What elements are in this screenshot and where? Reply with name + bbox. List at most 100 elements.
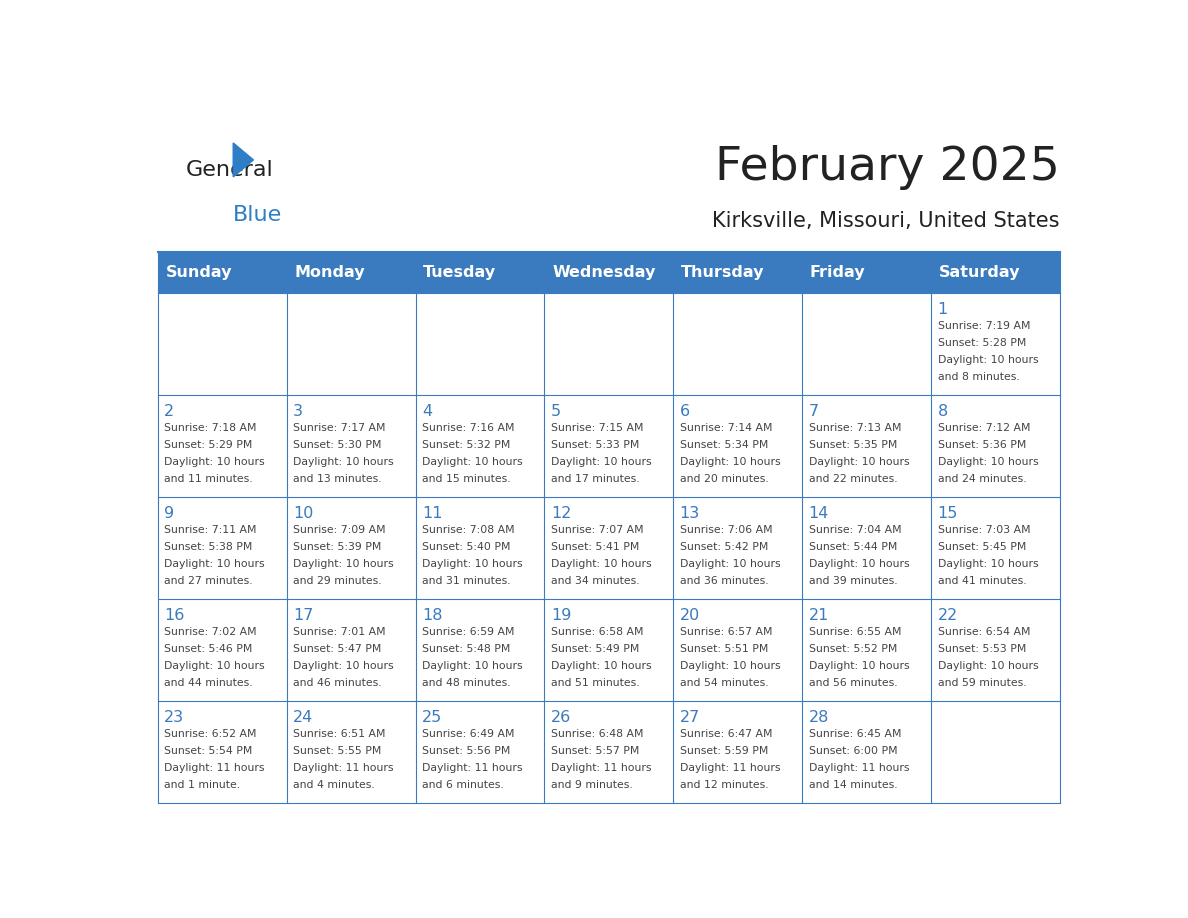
Text: 4: 4 [422,404,432,419]
Text: 24: 24 [293,710,314,725]
Text: Thursday: Thursday [681,264,765,279]
Text: Sunset: 5:35 PM: Sunset: 5:35 PM [809,440,897,450]
Text: Sunset: 5:34 PM: Sunset: 5:34 PM [680,440,769,450]
Text: and 41 minutes.: and 41 minutes. [937,576,1026,586]
Text: and 4 minutes.: and 4 minutes. [293,780,374,789]
Text: Sunrise: 6:45 AM: Sunrise: 6:45 AM [809,730,902,739]
Bar [674,252,802,293]
Text: Daylight: 10 hours: Daylight: 10 hours [937,354,1038,364]
Text: 19: 19 [551,608,571,623]
Text: Sunrise: 7:03 AM: Sunrise: 7:03 AM [937,525,1030,535]
Text: 3: 3 [293,404,303,419]
Text: Daylight: 11 hours: Daylight: 11 hours [164,763,265,773]
Text: Sunrise: 6:54 AM: Sunrise: 6:54 AM [937,627,1030,637]
Text: and 51 minutes.: and 51 minutes. [551,677,639,688]
Text: Daylight: 11 hours: Daylight: 11 hours [293,763,393,773]
Text: Sunset: 5:48 PM: Sunset: 5:48 PM [422,644,511,655]
Text: Sunrise: 6:59 AM: Sunrise: 6:59 AM [422,627,514,637]
Text: and 15 minutes.: and 15 minutes. [422,474,511,484]
Text: and 54 minutes.: and 54 minutes. [680,677,769,688]
Bar [931,252,1060,293]
Text: Daylight: 10 hours: Daylight: 10 hours [551,457,651,467]
Text: 2: 2 [164,404,175,419]
Text: Sunrise: 7:08 AM: Sunrise: 7:08 AM [422,525,514,535]
Text: Sunset: 5:56 PM: Sunset: 5:56 PM [422,746,511,756]
Text: Daylight: 10 hours: Daylight: 10 hours [809,661,909,671]
Text: Daylight: 10 hours: Daylight: 10 hours [164,661,265,671]
Text: Sunrise: 6:52 AM: Sunrise: 6:52 AM [164,730,257,739]
Text: Daylight: 11 hours: Daylight: 11 hours [422,763,523,773]
Text: Daylight: 10 hours: Daylight: 10 hours [164,559,265,569]
Text: 22: 22 [937,608,958,623]
Text: Sunrise: 7:04 AM: Sunrise: 7:04 AM [809,525,902,535]
Text: and 14 minutes.: and 14 minutes. [809,780,897,789]
Text: Sunrise: 7:07 AM: Sunrise: 7:07 AM [551,525,644,535]
Text: Sunrise: 6:51 AM: Sunrise: 6:51 AM [293,730,386,739]
Text: Daylight: 11 hours: Daylight: 11 hours [551,763,651,773]
Text: and 17 minutes.: and 17 minutes. [551,474,639,484]
Text: Daylight: 10 hours: Daylight: 10 hours [293,457,393,467]
Text: Sunday: Sunday [165,264,232,279]
Text: Sunrise: 7:18 AM: Sunrise: 7:18 AM [164,423,257,433]
Text: February 2025: February 2025 [715,145,1060,190]
Text: 27: 27 [680,710,700,725]
Text: Sunrise: 6:58 AM: Sunrise: 6:58 AM [551,627,644,637]
Text: 17: 17 [293,608,314,623]
Text: 1: 1 [937,302,948,317]
Text: and 27 minutes.: and 27 minutes. [164,576,253,586]
Text: Daylight: 10 hours: Daylight: 10 hours [680,457,781,467]
Text: Daylight: 10 hours: Daylight: 10 hours [164,457,265,467]
Text: Sunset: 5:51 PM: Sunset: 5:51 PM [680,644,769,655]
Text: Daylight: 10 hours: Daylight: 10 hours [937,457,1038,467]
Text: Daylight: 10 hours: Daylight: 10 hours [680,559,781,569]
Text: Sunset: 5:55 PM: Sunset: 5:55 PM [293,746,381,756]
Text: Sunrise: 7:15 AM: Sunrise: 7:15 AM [551,423,644,433]
Text: Sunrise: 6:47 AM: Sunrise: 6:47 AM [680,730,772,739]
Text: Sunrise: 7:01 AM: Sunrise: 7:01 AM [293,627,386,637]
Text: 26: 26 [551,710,571,725]
Text: Blue: Blue [233,206,283,226]
Text: Sunset: 6:00 PM: Sunset: 6:00 PM [809,746,897,756]
Text: Sunset: 5:57 PM: Sunset: 5:57 PM [551,746,639,756]
Text: 13: 13 [680,506,700,521]
Text: 28: 28 [809,710,829,725]
Text: and 13 minutes.: and 13 minutes. [293,474,381,484]
Text: Friday: Friday [810,264,866,279]
Bar [158,252,286,293]
Text: Sunset: 5:47 PM: Sunset: 5:47 PM [293,644,381,655]
Text: Kirksville, Missouri, United States: Kirksville, Missouri, United States [713,211,1060,231]
Text: Sunset: 5:44 PM: Sunset: 5:44 PM [809,543,897,552]
Text: and 8 minutes.: and 8 minutes. [937,372,1019,382]
Text: Daylight: 10 hours: Daylight: 10 hours [422,661,523,671]
Text: Monday: Monday [295,264,365,279]
Text: Sunrise: 6:55 AM: Sunrise: 6:55 AM [809,627,902,637]
Text: Sunset: 5:38 PM: Sunset: 5:38 PM [164,543,253,552]
Text: Daylight: 10 hours: Daylight: 10 hours [551,661,651,671]
Text: and 48 minutes.: and 48 minutes. [422,677,511,688]
Text: 11: 11 [422,506,442,521]
Text: Daylight: 10 hours: Daylight: 10 hours [937,559,1038,569]
Text: Sunrise: 7:11 AM: Sunrise: 7:11 AM [164,525,257,535]
Text: Sunset: 5:36 PM: Sunset: 5:36 PM [937,440,1026,450]
Text: Saturday: Saturday [939,264,1020,279]
Text: Sunset: 5:30 PM: Sunset: 5:30 PM [293,440,381,450]
Text: Sunset: 5:52 PM: Sunset: 5:52 PM [809,644,897,655]
Text: Sunset: 5:59 PM: Sunset: 5:59 PM [680,746,769,756]
Text: 7: 7 [809,404,819,419]
Text: and 46 minutes.: and 46 minutes. [293,677,381,688]
Polygon shape [233,143,253,177]
Text: Daylight: 10 hours: Daylight: 10 hours [809,559,909,569]
Text: Daylight: 10 hours: Daylight: 10 hours [293,661,393,671]
Text: 8: 8 [937,404,948,419]
Text: 15: 15 [937,506,958,521]
Text: Sunset: 5:41 PM: Sunset: 5:41 PM [551,543,639,552]
Text: and 22 minutes.: and 22 minutes. [809,474,897,484]
Text: Sunset: 5:49 PM: Sunset: 5:49 PM [551,644,639,655]
Text: Sunset: 5:28 PM: Sunset: 5:28 PM [937,338,1026,348]
Text: Sunrise: 7:06 AM: Sunrise: 7:06 AM [680,525,772,535]
Bar [802,252,931,293]
Text: and 11 minutes.: and 11 minutes. [164,474,253,484]
Text: 18: 18 [422,608,442,623]
Text: and 1 minute.: and 1 minute. [164,780,240,789]
Text: Sunset: 5:40 PM: Sunset: 5:40 PM [422,543,511,552]
